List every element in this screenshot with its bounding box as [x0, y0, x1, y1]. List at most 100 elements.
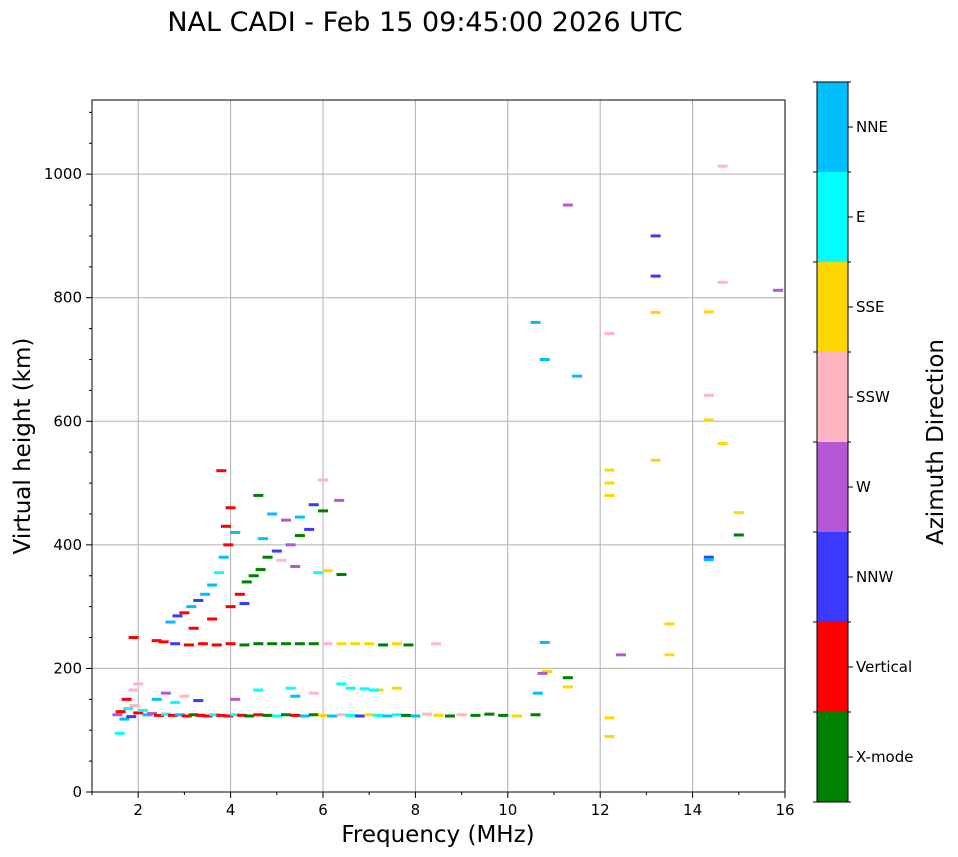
echo-point-0-20	[223, 714, 234, 718]
echo-point-4-2	[572, 374, 583, 378]
x-axis-label: Frequency (MHz)	[341, 822, 534, 848]
echo-point-4-21	[664, 622, 675, 626]
echo-point-0-2	[119, 717, 130, 721]
echo-point-4-26	[703, 555, 714, 559]
colorbar-label-vertical: Vertical	[856, 658, 912, 676]
echo-point-4-20	[650, 458, 661, 462]
echo-point-2-1	[151, 639, 162, 643]
echo-point-0-27	[281, 713, 292, 717]
echo-point-3-34	[313, 571, 324, 575]
echo-point-2-12	[294, 642, 305, 646]
echo-point-2-2	[158, 640, 169, 644]
echo-point-3-10	[230, 531, 241, 534]
echo-point-0-19	[216, 713, 227, 717]
echo-point-3-36	[336, 573, 347, 577]
echo-point-1-0	[114, 731, 125, 735]
echo-point-3-29	[239, 602, 250, 606]
grid-lines	[92, 100, 786, 793]
echo-point-4-17	[650, 234, 661, 238]
echo-point-0-35	[354, 714, 365, 718]
echo-point-1-10	[253, 688, 264, 692]
y-tick-label-1: 200	[53, 659, 82, 677]
echo-point-0-48	[498, 713, 509, 717]
echo-point-1-16	[359, 687, 370, 691]
echo-point-1-19	[368, 688, 379, 692]
x-tick-label-5: 12	[591, 801, 610, 819]
echo-point-0-47	[484, 712, 495, 716]
echo-point-4-19	[650, 311, 661, 315]
echo-point-0-3	[123, 707, 134, 711]
echo-point-4-15	[604, 734, 615, 738]
echo-point-0-26	[271, 714, 282, 718]
echo-point-0-18	[209, 713, 220, 717]
echo-point-3-33	[290, 564, 301, 568]
echo-point-2-20	[403, 643, 414, 647]
chart-title: NAL CADI - Feb 15 09:45:00 2026 UTC	[167, 7, 682, 38]
x-tick-label-2: 6	[318, 801, 328, 819]
echo-point-1-12	[290, 694, 301, 698]
colorbar-swatch-vertical	[817, 622, 848, 712]
echo-point-0-12	[167, 713, 178, 717]
echo-point-3-19	[248, 574, 259, 578]
echo-point-4-9	[562, 685, 573, 689]
echo-point-3-39	[308, 503, 319, 507]
echo-point-3-4	[193, 598, 204, 602]
colorbar-label-nne: NNE	[856, 118, 888, 136]
echo-point-0-0	[112, 713, 123, 717]
echo-point-0-7	[137, 708, 148, 712]
echo-point-0-15	[188, 713, 199, 717]
echo-point-0-43	[433, 713, 444, 717]
echo-point-2-7	[225, 642, 236, 646]
echo-point-4-3	[562, 203, 573, 207]
echo-point-4-23	[703, 310, 714, 314]
echo-point-4-27	[703, 558, 714, 562]
echo-point-1-18	[391, 686, 402, 690]
echo-point-3-37	[294, 515, 305, 519]
colorbar-frame	[816, 81, 849, 803]
echo-point-0-5	[129, 704, 140, 707]
colorbar-swatch-nne	[817, 82, 848, 172]
echo-point-4-31	[733, 511, 744, 515]
y-tick-label-3: 600	[53, 412, 82, 430]
y-axis-label: Virtual height (km)	[10, 338, 36, 555]
echo-point-3-16	[225, 605, 236, 609]
echo-point-3-12	[225, 506, 236, 510]
colorbar-label-x-mode: X-mode	[856, 748, 913, 766]
echo-point-4-24	[703, 393, 714, 397]
echo-point-3-1	[172, 614, 183, 618]
y-tick-label-5: 1000	[44, 165, 82, 183]
echo-point-0-50	[530, 713, 541, 717]
echo-point-0-6	[133, 711, 144, 715]
echo-point-0-4	[126, 715, 137, 719]
echo-point-1-8	[193, 699, 204, 703]
echo-point-4-32	[733, 533, 744, 537]
echo-point-3-6	[207, 583, 218, 587]
echo-point-2-10	[267, 642, 278, 646]
echo-point-0-34	[345, 713, 356, 717]
echo-point-1-7	[179, 694, 190, 698]
echo-point-3-15	[188, 626, 199, 630]
colorbar: X-mode Vertical NNW W SSW SSE E NNE	[813, 81, 913, 803]
echo-point-3-26	[318, 509, 328, 513]
echo-point-0-11	[160, 712, 171, 716]
echo-point-3-20	[255, 568, 266, 572]
echo-point-2-13	[308, 642, 319, 646]
echo-point-3-2	[179, 611, 190, 615]
echo-point-0-1	[115, 710, 126, 714]
echo-point-0-32	[327, 714, 338, 718]
echo-point-2-6	[211, 643, 222, 647]
echo-point-3-17	[234, 592, 245, 596]
colorbar-swatch-nnw	[817, 532, 848, 622]
colorbar-swatch-e	[817, 172, 848, 262]
x-tick-label-0: 2	[133, 801, 143, 819]
echo-point-1-1	[121, 697, 132, 701]
echo-point-0-23	[244, 714, 255, 718]
echo-point-0-33	[336, 713, 347, 717]
echo-point-3-24	[294, 534, 305, 538]
echo-point-3-18	[241, 580, 252, 584]
colorbar-swatch-sse	[817, 262, 848, 352]
echo-point-3-40	[267, 512, 278, 516]
echo-point-0-17	[202, 714, 213, 718]
echo-point-3-3	[186, 605, 197, 609]
x-tick-label-6: 14	[683, 801, 702, 819]
